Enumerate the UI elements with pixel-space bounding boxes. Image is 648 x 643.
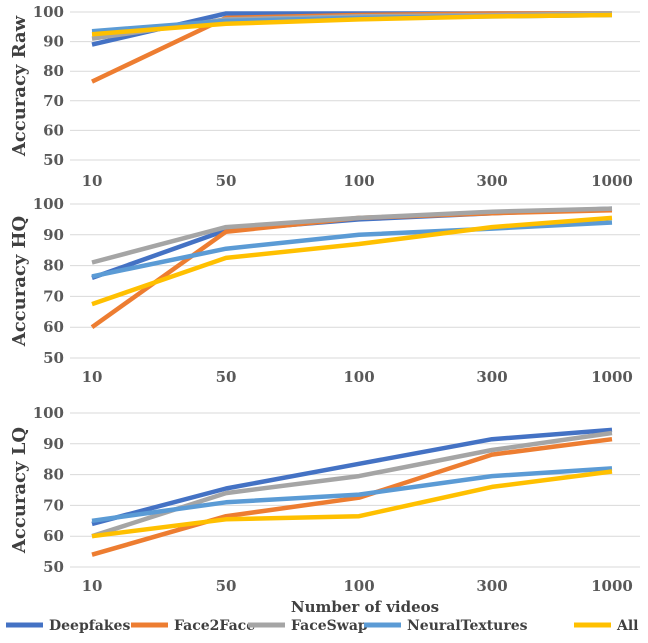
y-axis-title: Accuracy LQ — [9, 427, 30, 554]
y-tick-label: 60 — [43, 527, 64, 545]
legend-label: FaceSwap — [291, 618, 368, 634]
x-tick-label: 10 — [82, 577, 103, 595]
y-tick-label: 80 — [43, 466, 64, 484]
legend: Deepfakes Face2Face FaceSwap NeuralTextures… — [6, 618, 639, 634]
x-tick-label: 100 — [343, 577, 374, 595]
series-line-all — [91, 12, 613, 37]
legend-item-all: All — [574, 618, 639, 634]
x-tick-label: 50 — [216, 368, 237, 386]
chart-panel-2: 50 60 70 80 90 100 10 50 100 300 1000 Accuracy HQ — [9, 195, 640, 386]
x-tick-label: 100 — [343, 368, 374, 386]
x-tick-label: 300 — [476, 172, 507, 190]
x-tick-label: 300 — [476, 577, 507, 595]
series-line-face2face — [91, 436, 613, 557]
legend-item-face2face: Face2Face — [131, 618, 255, 634]
x-tick-label: 50 — [216, 172, 237, 190]
y-tick-label: 90 — [43, 435, 64, 453]
y-tick-label: 100 — [33, 404, 64, 422]
x-tick-label: 300 — [476, 368, 507, 386]
legend-item-faceswap: FaceSwap — [248, 618, 368, 634]
legend-item-deepfakes: Deepfakes — [6, 618, 130, 634]
x-tick-label: 10 — [82, 172, 103, 190]
x-tick-label: 10 — [82, 368, 103, 386]
y-tick-label: 100 — [33, 3, 64, 21]
y-tick-label: 80 — [43, 62, 64, 80]
series-line-all — [91, 215, 613, 307]
legend-label: All — [616, 618, 639, 634]
y-tick-label: 70 — [43, 496, 64, 514]
x-axis-title: Number of videos — [291, 598, 439, 616]
legend-label: Deepfakes — [49, 618, 130, 634]
chart-panel-3: 50 60 70 80 90 100 10 50 100 300 1000 Accuracy LQ — [9, 404, 640, 595]
y-tick-label: 50 — [43, 349, 64, 367]
y-tick-label: 80 — [43, 257, 64, 275]
series-line-neuraltextures — [91, 466, 613, 524]
series-line-faceswap — [91, 206, 613, 265]
y-tick-label: 60 — [43, 121, 64, 139]
y-tick-label: 70 — [43, 92, 64, 110]
y-tick-label: 70 — [43, 287, 64, 305]
y-axis-title: Accuracy HQ — [9, 216, 30, 348]
y-tick-label: 50 — [43, 558, 64, 576]
y-tick-label: 50 — [43, 151, 64, 169]
legend-label: NeuralTextures — [407, 618, 528, 634]
y-tick-label: 90 — [43, 226, 64, 244]
y-tick-label: 60 — [43, 318, 64, 336]
legend-label: Face2Face — [174, 618, 255, 634]
y-tick-label: 100 — [33, 195, 64, 213]
series-line-all — [91, 469, 613, 539]
series-line-neuraltextures — [91, 220, 613, 279]
series-line-deepfakes — [91, 427, 613, 527]
y-tick-label: 90 — [43, 33, 64, 51]
chart-panel-1: 50 60 70 80 90 100 10 50 100 300 1000 Accuracy Raw — [9, 3, 640, 190]
y-axis-title: Accuracy Raw — [9, 15, 30, 157]
legend-item-neuraltextures: NeuralTextures — [364, 618, 528, 634]
x-tick-label: 50 — [216, 577, 237, 595]
x-tick-label: 100 — [343, 172, 374, 190]
x-tick-label: 1000 — [591, 577, 633, 595]
x-tick-label: 1000 — [591, 368, 633, 386]
x-tick-label: 1000 — [591, 172, 633, 190]
